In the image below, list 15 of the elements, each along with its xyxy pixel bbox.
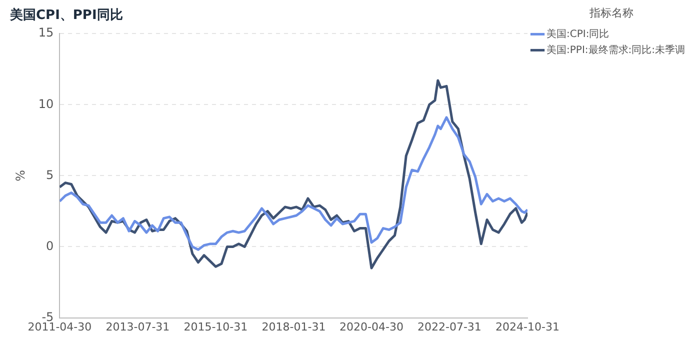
x-tick-label: 2018-01-31 bbox=[262, 320, 326, 334]
x-tick-label: 2020-04-30 bbox=[340, 320, 404, 334]
legend-label: 美国:CPI:同比 bbox=[546, 28, 610, 40]
legend-label: 美国:PPI:最终需求:同比:未季调 bbox=[546, 44, 686, 56]
x-tick-label: 2022-07-31 bbox=[417, 320, 482, 334]
y-tick-label: 10 bbox=[38, 96, 54, 111]
x-tick-label: 2015-10-31 bbox=[184, 320, 248, 334]
y-axis-title: % bbox=[13, 170, 28, 182]
y-tick-label: 15 bbox=[38, 26, 54, 40]
x-tick-label: 2013-07-31 bbox=[106, 320, 170, 334]
chart-title: 美国CPI、PPI同比 bbox=[9, 7, 123, 24]
legend-title: 指标名称 bbox=[588, 6, 634, 20]
y-tick-label: 0 bbox=[46, 238, 54, 253]
y-tick-label: 5 bbox=[46, 168, 54, 182]
x-tick-label: 2024-10-31 bbox=[496, 320, 560, 334]
